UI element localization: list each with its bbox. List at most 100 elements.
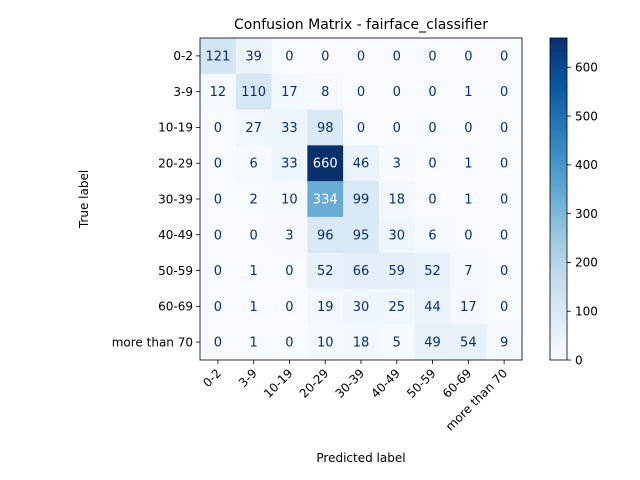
heatmap-cell [414, 181, 451, 218]
heatmap-cell [271, 145, 308, 182]
cell-value-label: 39 [245, 49, 262, 64]
x-tick-label: 50-59 [404, 366, 439, 401]
x-tick-label: 3-9 [236, 366, 260, 390]
cell-value-label: 18 [389, 193, 406, 208]
heatmap-cell [307, 324, 344, 361]
cell-value-label: 54 [460, 336, 477, 351]
cell-value-label: 334 [313, 193, 338, 208]
heatmap-cell [414, 216, 451, 254]
cell-value-label: 98 [317, 121, 334, 136]
cell-value-label: 0 [428, 193, 436, 208]
heatmap-cell [343, 181, 380, 218]
heatmap-cell [307, 252, 344, 289]
cell-value-label: 8 [321, 85, 329, 100]
x-tick-label: 60-69 [440, 366, 475, 401]
y-tick-label: 0-2 [173, 49, 193, 63]
heatmap-cell [450, 216, 487, 254]
heatmap-cell [486, 288, 523, 325]
y-tick-label: 10-19 [158, 121, 193, 135]
cell-value-label: 1 [250, 264, 258, 279]
heatmap-cell [450, 73, 487, 110]
heatmap-cell [235, 181, 272, 218]
heatmap-cell [200, 73, 237, 110]
cell-value-label: 0 [393, 49, 401, 64]
cell-value-label: 0 [214, 121, 222, 136]
heatmap-cell [200, 252, 237, 289]
cell-value-label: 0 [500, 300, 508, 315]
y-axis-label: True label [77, 170, 91, 229]
cell-value-label: 0 [357, 85, 365, 100]
cell-value-label: 5 [393, 336, 401, 351]
cell-value-label: 0 [214, 300, 222, 315]
cell-value-label: 0 [285, 300, 293, 315]
cell-value-label: 99 [353, 193, 370, 208]
cell-value-label: 52 [317, 264, 334, 279]
heatmap-cell [486, 145, 523, 182]
cell-value-label: 0 [464, 228, 472, 243]
heatmap-cell [307, 181, 344, 218]
heatmap-cell [486, 73, 523, 110]
x-tick-label: 10-19 [261, 366, 296, 401]
heatmap-cell [271, 216, 308, 254]
cell-value-label: 0 [250, 228, 258, 243]
colorbar-tick-label: 300 [575, 207, 598, 221]
heatmap-cell [450, 109, 487, 146]
heatmap-cell [343, 109, 380, 146]
heatmap-cell [235, 216, 272, 254]
heatmap-cell [450, 181, 487, 218]
colorbar-tick-label: 100 [575, 305, 598, 319]
heatmap-cell [414, 288, 451, 325]
cell-value-label: 1 [464, 193, 472, 208]
heatmap-cell [200, 288, 237, 325]
cell-value-labels: 121 39 0 0 0 0 0 0 012 110 17 8 0 0 0 1 00 27 33 98 0 0 0 0 00 6 3… [205, 49, 508, 350]
cell-value-label: 1 [250, 336, 258, 351]
heatmap-cell [200, 181, 237, 218]
heatmap-cell [343, 216, 380, 254]
cell-value-label: 0 [464, 121, 472, 136]
x-tick-label: 20-29 [297, 366, 332, 401]
heatmap-cell [414, 38, 451, 75]
y-tick-label: 60-69 [158, 300, 193, 314]
heatmap-cell [450, 288, 487, 325]
heatmap-cell [414, 324, 451, 361]
heatmap-cell [307, 109, 344, 146]
colorbar-ticks: 0 100 200 300 400 500 600 [567, 61, 598, 367]
cell-value-label: 0 [357, 49, 365, 64]
y-tick-label: more than 70 [112, 335, 193, 349]
cell-value-label: 0 [214, 336, 222, 351]
heatmap-cell [378, 216, 416, 254]
heatmap-cell [414, 73, 451, 110]
heatmap-cell [343, 38, 380, 75]
heatmap-cell [486, 216, 523, 254]
cell-value-label: 0 [285, 336, 293, 351]
cell-value-label: 0 [214, 157, 222, 172]
heatmap-cell [235, 324, 272, 361]
cell-value-label: 3 [393, 157, 401, 172]
heatmap-cell [271, 38, 308, 75]
heatmap-cell [414, 145, 451, 182]
cell-value-label: 52 [424, 264, 441, 279]
heatmap-cell [307, 145, 344, 182]
cell-value-label: 7 [464, 264, 472, 279]
cell-value-label: 0 [214, 228, 222, 243]
heatmap-cell [235, 73, 272, 110]
colorbar [549, 37, 568, 361]
cell-value-label: 96 [317, 228, 334, 243]
cell-value-label: 2 [250, 193, 258, 208]
heatmap-cell [378, 288, 416, 325]
cell-value-label: 19 [317, 300, 334, 315]
x-tick-label: 30-39 [333, 366, 368, 401]
cell-value-label: 0 [285, 49, 293, 64]
cell-value-label: 44 [424, 300, 441, 315]
x-tick-label: 0-2 [200, 366, 224, 390]
cell-value-label: 12 [210, 85, 227, 100]
heatmap-cell [271, 324, 308, 361]
heatmap-cell [343, 73, 380, 110]
heatmap-cell [271, 252, 308, 289]
cell-value-label: 0 [321, 49, 329, 64]
cell-value-label: 18 [353, 336, 370, 351]
cell-value-label: 1 [250, 300, 258, 315]
heatmap-cell [307, 288, 344, 325]
heatmap-cell [486, 181, 523, 218]
